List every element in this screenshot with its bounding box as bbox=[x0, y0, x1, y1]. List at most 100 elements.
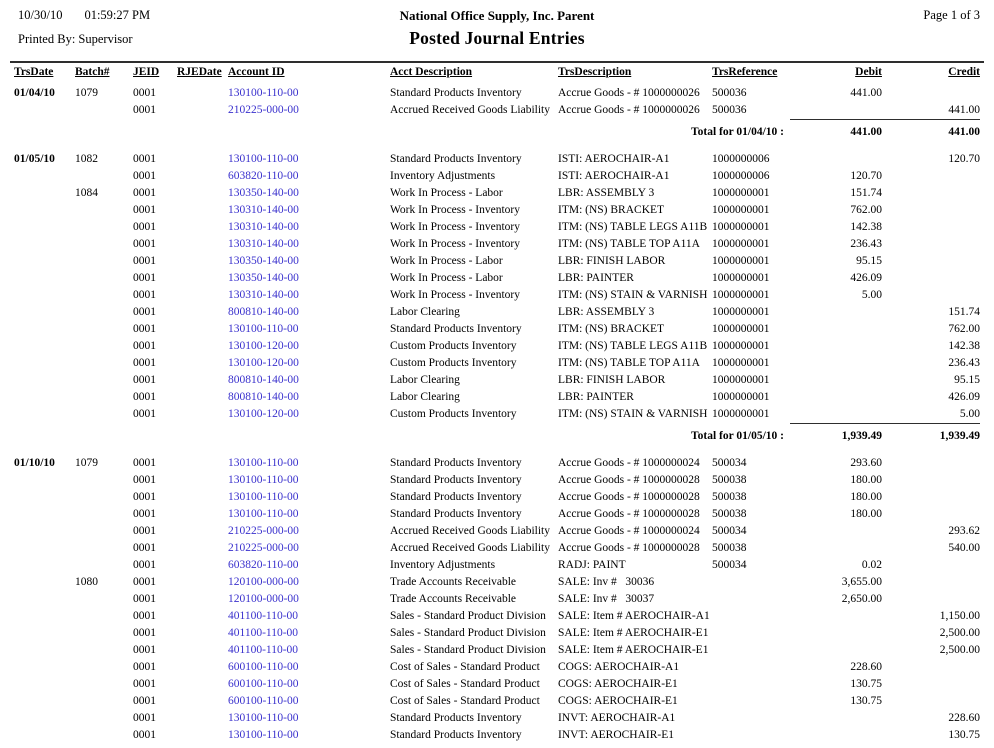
cell-account-id-link[interactable]: 130310-140-00 bbox=[228, 238, 299, 250]
cell-trs-description: Accrue Goods - # 1000000028 bbox=[558, 508, 700, 520]
cell-account-id-link[interactable]: 130350-140-00 bbox=[228, 187, 299, 199]
cell-debit: 293.60 bbox=[850, 457, 882, 469]
cell-account-id-link[interactable]: 130100-110-00 bbox=[228, 323, 299, 335]
cell-account-id-link[interactable]: 600100-110-00 bbox=[228, 678, 299, 690]
cell-credit: 5.00 bbox=[959, 408, 980, 420]
cell-account-id-link[interactable]: 130310-140-00 bbox=[228, 221, 299, 233]
cell-account-id-link[interactable]: 401100-110-00 bbox=[228, 644, 299, 656]
cell-rjedate bbox=[177, 338, 228, 355]
cell-account-id-link[interactable]: 130100-110-00 bbox=[228, 508, 299, 520]
cell-account-id-link[interactable]: 600100-110-00 bbox=[228, 661, 299, 673]
cell-rjedate bbox=[177, 406, 228, 424]
cell-credit bbox=[882, 659, 980, 676]
cell-jeid: 0001 bbox=[133, 491, 156, 503]
cell-account-id-link[interactable]: 130310-140-00 bbox=[228, 289, 299, 301]
cell-trs-description: ITM: (NS) TABLE LEGS A11B bbox=[558, 340, 708, 352]
cell-account-id-link[interactable]: 600100-110-00 bbox=[228, 695, 299, 707]
cell-jeid: 0001 bbox=[133, 644, 156, 656]
cell-acct-description: Inventory Adjustments bbox=[390, 559, 496, 571]
col-header-acct-description: Acct Description bbox=[390, 66, 473, 78]
cell-credit bbox=[882, 219, 980, 236]
cell-acct-description: Custom Products Inventory bbox=[390, 408, 517, 420]
cell-account-id-link[interactable]: 130100-120-00 bbox=[228, 408, 299, 420]
cell-trsdate bbox=[14, 557, 75, 574]
cell-account-id-link[interactable]: 130100-120-00 bbox=[228, 340, 299, 352]
cell-account-id-link[interactable]: 130350-140-00 bbox=[228, 255, 299, 267]
cell-acct-description: Standard Products Inventory bbox=[390, 457, 522, 469]
cell-account-id-link[interactable]: 130100-110-00 bbox=[228, 87, 299, 99]
cell-trs-reference: 500034 bbox=[712, 525, 747, 537]
cell-account-id-link[interactable]: 120100-000-00 bbox=[228, 593, 299, 605]
cell-trs-reference: 500038 bbox=[712, 542, 747, 554]
cell-credit: 540.00 bbox=[948, 542, 980, 554]
cell-batch-number bbox=[75, 523, 133, 540]
cell-trs-reference: 500038 bbox=[712, 491, 747, 503]
cell-trs-description: ITM: (NS) TABLE TOP A11A bbox=[558, 238, 700, 250]
cell-trs-description: ITM: (NS) STAIN & VARNISH bbox=[558, 408, 708, 420]
cell-account-id-link[interactable]: 401100-110-00 bbox=[228, 610, 299, 622]
journal-row: 0001 401100-110-00 Sales - Standard Produc… bbox=[14, 625, 980, 642]
cell-account-id-link[interactable]: 130100-110-00 bbox=[228, 729, 299, 741]
printed-time: 01:59:27 PM bbox=[84, 8, 151, 22]
journal-row: 0001 130100-110-00 Standard Products Inven… bbox=[14, 727, 980, 744]
cell-trs-reference: 1000000001 bbox=[712, 238, 770, 250]
cell-trsdate bbox=[14, 102, 75, 120]
cell-debit bbox=[790, 355, 882, 372]
cell-trs-reference: 1000000001 bbox=[712, 204, 770, 216]
cell-rjedate bbox=[177, 372, 228, 389]
printed-datetime: 10/30/10 01:59:27 PM bbox=[18, 8, 150, 23]
journal-row: 0001 130100-110-00 Standard Products Inven… bbox=[14, 506, 980, 523]
cell-account-id-link[interactable]: 210225-000-00 bbox=[228, 104, 299, 116]
report-title: Posted Journal Entries bbox=[409, 28, 585, 48]
journal-row: 0001 130100-120-00 Custom Products Invento… bbox=[14, 406, 980, 424]
cell-trs-description: Accrue Goods - # 1000000028 bbox=[558, 542, 700, 554]
cell-batch-number bbox=[75, 591, 133, 608]
cell-account-id-link[interactable]: 130100-110-00 bbox=[228, 153, 299, 165]
cell-jeid: 0001 bbox=[133, 661, 156, 673]
cell-acct-description: Custom Products Inventory bbox=[390, 340, 517, 352]
cell-trs-reference: 1000000001 bbox=[712, 323, 770, 335]
cell-account-id-link[interactable]: 130100-110-00 bbox=[228, 457, 299, 469]
cell-jeid: 0001 bbox=[133, 729, 156, 741]
cell-trsdate bbox=[14, 168, 75, 185]
cell-batch-number bbox=[75, 270, 133, 287]
cell-trs-reference: 1000000001 bbox=[712, 221, 770, 233]
cell-credit: 228.60 bbox=[948, 712, 980, 724]
cell-trsdate: 01/05/10 bbox=[14, 153, 55, 165]
cell-trs-description: SALE: Item # AEROCHAIR-A1 bbox=[558, 610, 710, 622]
cell-credit: 441.00 bbox=[948, 104, 980, 116]
journal-row: 0001 130100-120-00 Custom Products Invento… bbox=[14, 355, 980, 372]
cell-acct-description: Cost of Sales - Standard Product bbox=[390, 695, 540, 707]
cell-account-id-link[interactable]: 800810-140-00 bbox=[228, 391, 299, 403]
cell-acct-description: Standard Products Inventory bbox=[390, 712, 522, 724]
cell-account-id-link[interactable]: 120100-000-00 bbox=[228, 576, 299, 588]
cell-batch-number: 1084 bbox=[75, 187, 98, 199]
report-header-center: National Office Supply, Inc. Parent Post… bbox=[0, 0, 994, 49]
cell-trs-reference bbox=[712, 574, 790, 591]
cell-account-id-link[interactable]: 800810-140-00 bbox=[228, 374, 299, 386]
cell-rjedate bbox=[177, 608, 228, 625]
cell-acct-description: Standard Products Inventory bbox=[390, 323, 522, 335]
cell-account-id-link[interactable]: 603820-110-00 bbox=[228, 559, 299, 571]
cell-rjedate bbox=[177, 472, 228, 489]
cell-batch-number bbox=[75, 642, 133, 659]
cell-rjedate bbox=[177, 642, 228, 659]
cell-batch-number bbox=[75, 304, 133, 321]
journal-row: 0001 800810-140-00 Labor Clearing LBR: ASSE… bbox=[14, 304, 980, 321]
cell-account-id-link[interactable]: 401100-110-00 bbox=[228, 627, 299, 639]
cell-account-id-link[interactable]: 130100-110-00 bbox=[228, 712, 299, 724]
cell-account-id-link[interactable]: 210225-000-00 bbox=[228, 525, 299, 537]
cell-acct-description: Trade Accounts Receivable bbox=[390, 576, 517, 588]
cell-trsdate bbox=[14, 236, 75, 253]
cell-account-id-link[interactable]: 130310-140-00 bbox=[228, 204, 299, 216]
cell-trs-description: COGS: AEROCHAIR-A1 bbox=[558, 661, 680, 673]
cell-account-id-link[interactable]: 130100-120-00 bbox=[228, 357, 299, 369]
cell-account-id-link[interactable]: 210225-000-00 bbox=[228, 542, 299, 554]
cell-trs-description: ITM: (NS) BRACKET bbox=[558, 323, 665, 335]
cell-account-id-link[interactable]: 130100-110-00 bbox=[228, 474, 299, 486]
cell-account-id-link[interactable]: 130350-140-00 bbox=[228, 272, 299, 284]
cell-account-id-link[interactable]: 130100-110-00 bbox=[228, 491, 299, 503]
cell-account-id-link[interactable]: 603820-110-00 bbox=[228, 170, 299, 182]
cell-account-id-link[interactable]: 800810-140-00 bbox=[228, 306, 299, 318]
cell-debit: 180.00 bbox=[850, 491, 882, 503]
